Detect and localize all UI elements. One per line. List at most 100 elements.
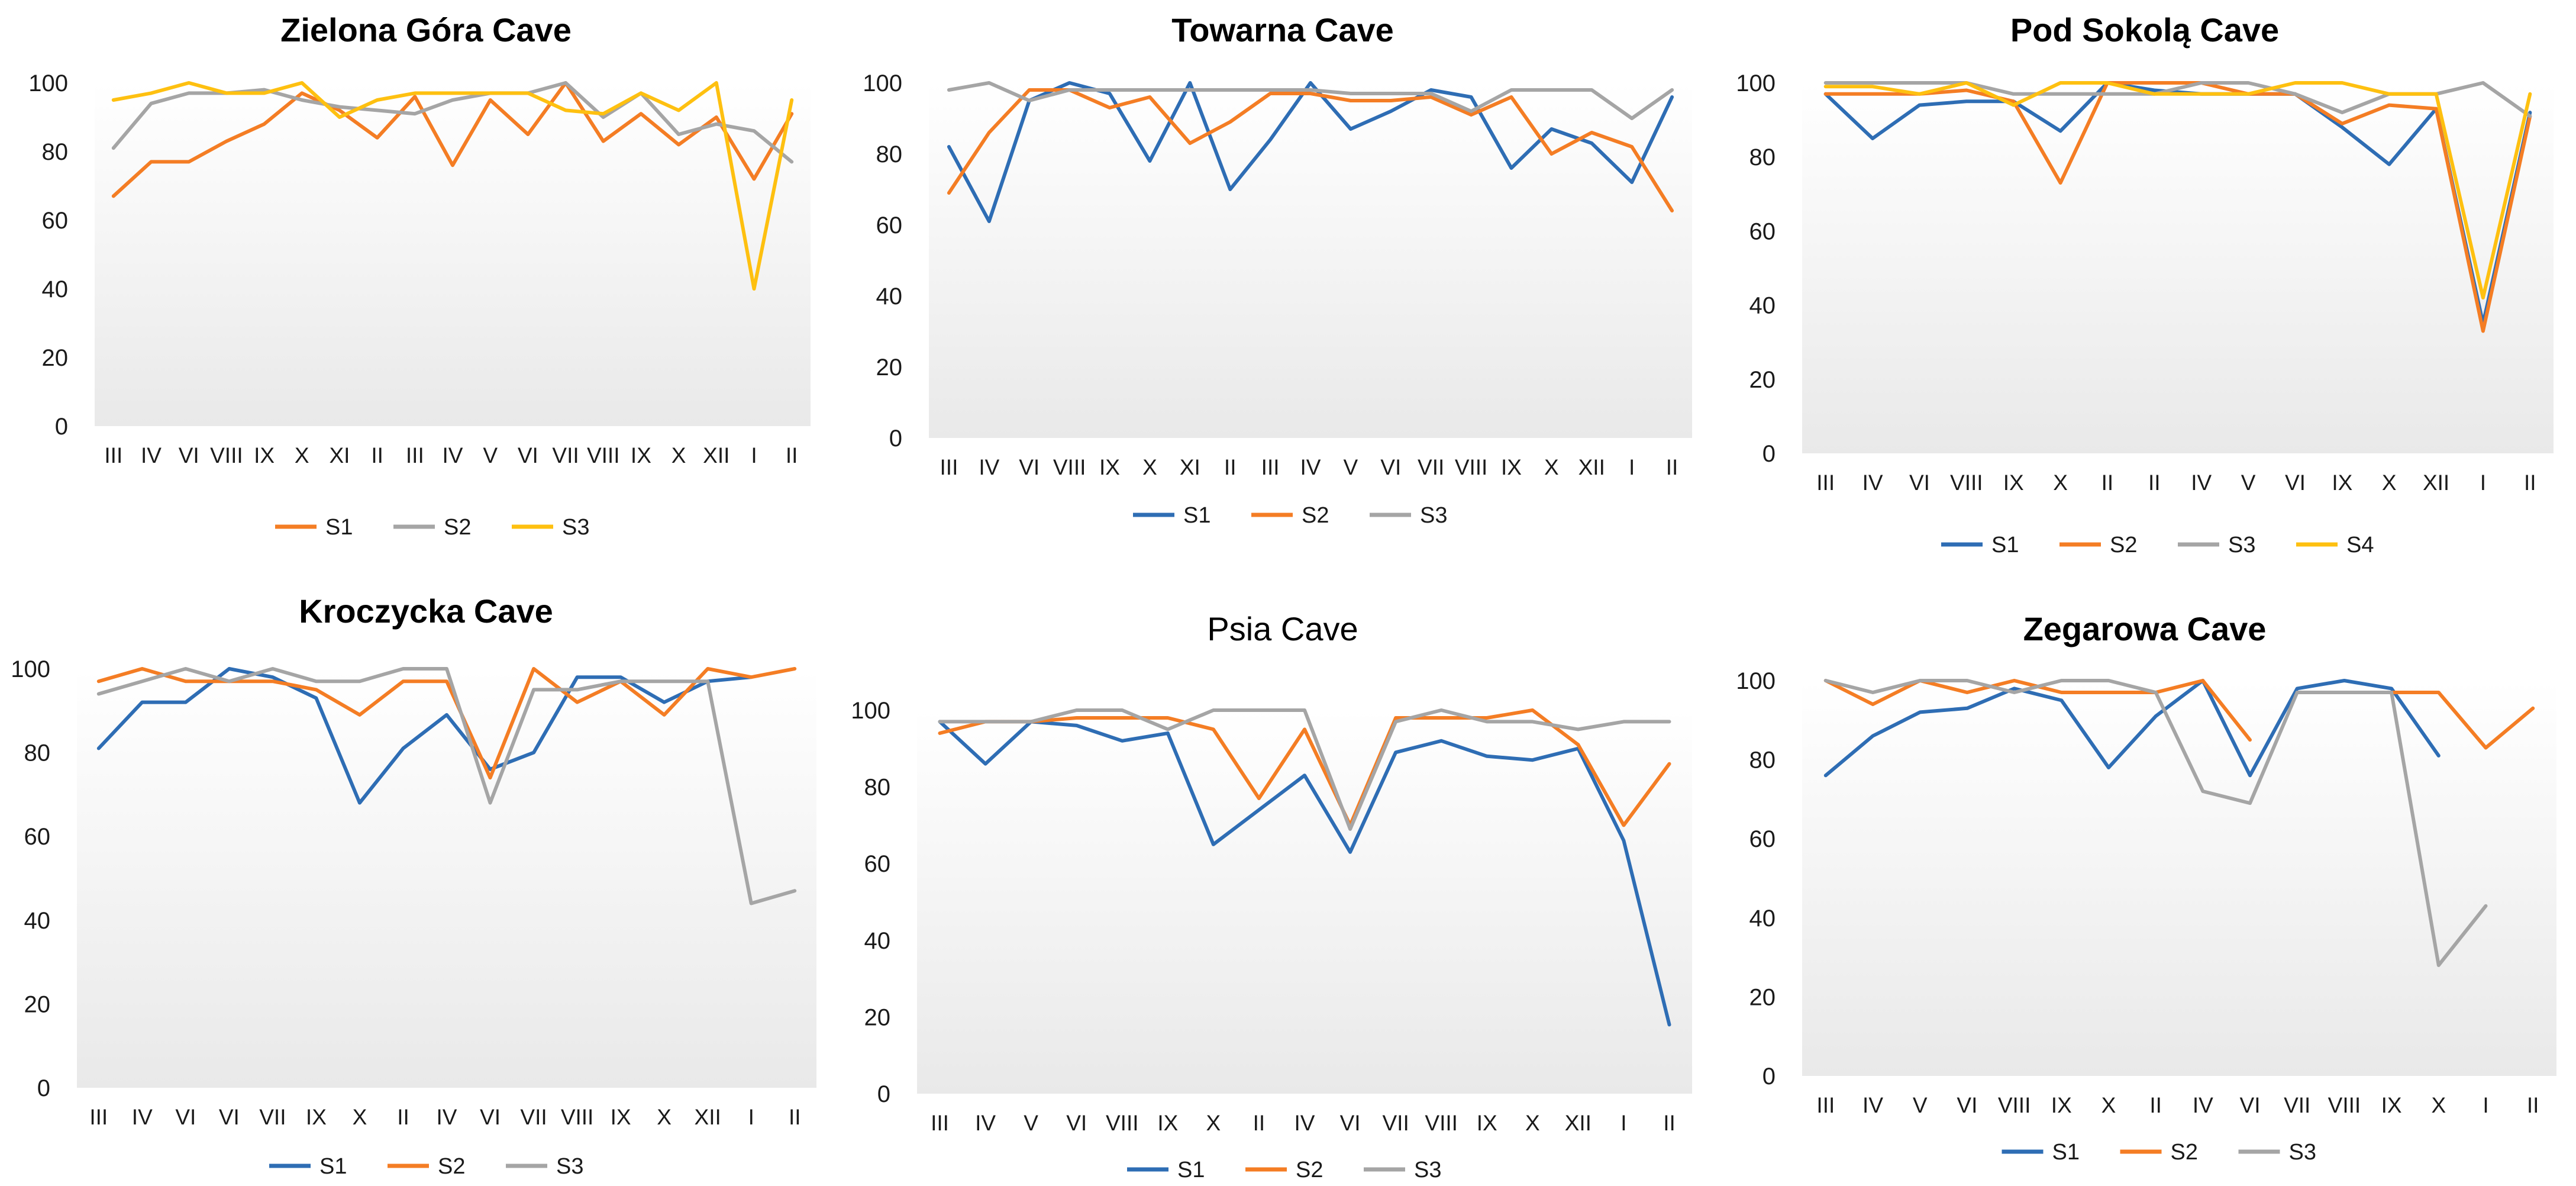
legend-label: S1: [319, 1154, 347, 1179]
x-tick-label: VIII: [1950, 470, 1983, 495]
x-tick-label: VII: [1418, 455, 1444, 479]
x-tick-label: IV: [437, 1105, 457, 1129]
x-tick-label: XII: [2423, 470, 2449, 495]
y-tick-label: 20: [42, 345, 69, 371]
x-tick-label: VI: [1380, 455, 1401, 479]
x-tick-label: II: [1224, 455, 1237, 479]
x-tick-label: IX: [2003, 470, 2024, 495]
y-tick-label: 20: [24, 991, 51, 1017]
x-tick-label: IX: [254, 443, 275, 468]
legend-label: S1: [325, 515, 353, 540]
x-tick-label: II: [2148, 470, 2161, 495]
chart-panel: Kroczycka Cave 0 20 40 60 80 100 III IV VI VI VII I…: [0, 586, 852, 1186]
x-tick-label: II: [789, 1105, 801, 1129]
y-tick-label: 40: [24, 908, 51, 934]
legend-label: S2: [2110, 533, 2137, 557]
x-tick-label: II: [2149, 1093, 2162, 1117]
x-tick-label: VII: [1382, 1111, 1409, 1135]
legend-label: S2: [438, 1154, 465, 1179]
x-tick-label: II: [786, 443, 798, 468]
x-tick-label: I: [751, 443, 757, 468]
x-tick-label: VI: [179, 443, 199, 468]
x-tick-label: VI: [2285, 470, 2306, 495]
x-tick-label: IX: [631, 443, 651, 468]
y-tick-label: 0: [1762, 1063, 1776, 1090]
legend-label: S3: [2228, 533, 2255, 557]
x-tick-label: V: [1024, 1111, 1038, 1135]
y-tick-label: 40: [42, 276, 69, 302]
x-tick-label: X: [1206, 1111, 1221, 1135]
y-tick-label: 40: [864, 928, 891, 954]
x-tick-label: IV: [1862, 470, 1883, 495]
legend-label: S3: [2289, 1140, 2316, 1165]
x-tick-label: II: [1253, 1111, 1266, 1135]
series-line-s3: [1823, 679, 2488, 967]
x-tick-label: VIII: [2328, 1093, 2361, 1117]
series-line-s1: [96, 667, 753, 805]
x-tick-label: III: [1816, 1093, 1835, 1117]
series-line-s2: [1823, 81, 2532, 333]
y-tick-label: 100: [28, 70, 68, 96]
x-tick-label: VIII: [210, 443, 243, 468]
y-tick-label: 20: [1749, 984, 1776, 1010]
chart-panel: Towarna Cave 0 20 40 60 80 100 III IV VI VIII IX X X…: [852, 0, 1713, 568]
x-tick-label: X: [2431, 1093, 2446, 1117]
x-tick-label: IX: [2332, 470, 2352, 495]
legend-label: S2: [444, 515, 471, 540]
x-tick-label: X: [1544, 455, 1559, 479]
legend-label: S3: [556, 1154, 583, 1179]
legend-label: S2: [1296, 1158, 1323, 1182]
x-tick-label: IV: [141, 443, 162, 468]
y-tick-label: 100: [1736, 70, 1776, 96]
x-tick-label: VI: [1019, 455, 1040, 479]
x-tick-label: X: [295, 443, 309, 468]
x-tick-label: I: [1629, 455, 1635, 479]
plot-area: [1802, 83, 2554, 453]
series-line-s4: [1823, 81, 2532, 300]
legend-label: S4: [2346, 533, 2374, 557]
x-tick-label: VI: [2240, 1093, 2261, 1117]
series-line-s2: [938, 708, 1671, 827]
x-tick-label: V: [2241, 470, 2256, 495]
y-tick-label: 80: [876, 141, 903, 167]
series-line-s2: [96, 667, 797, 780]
chart-title: Towarna Cave: [1171, 11, 1394, 49]
x-tick-label: X: [1142, 455, 1157, 479]
x-tick-label: IV: [979, 455, 999, 479]
legend-label: S1: [1183, 503, 1210, 528]
y-tick-label: 80: [24, 740, 51, 766]
x-tick-label: IV: [975, 1111, 996, 1135]
x-tick-label: IX: [1099, 455, 1120, 479]
x-tick-label: VI: [480, 1105, 501, 1129]
x-tick-label: II: [2524, 470, 2536, 495]
x-tick-label: X: [657, 1105, 672, 1129]
x-tick-label: IX: [2381, 1093, 2402, 1117]
x-tick-label: VII: [552, 443, 579, 468]
y-tick-label: 80: [1749, 144, 1776, 170]
y-tick-label: 60: [864, 851, 891, 877]
x-tick-label: X: [1525, 1111, 1540, 1135]
y-tick-label: 60: [42, 208, 69, 234]
x-tick-label: IX: [2051, 1093, 2072, 1117]
x-tick-label: X: [2102, 1093, 2116, 1117]
x-tick-label: X: [2053, 470, 2068, 495]
series-line-s1: [947, 81, 1674, 223]
series-line-s3: [96, 667, 797, 905]
x-tick-label: II: [2527, 1093, 2539, 1117]
series-line-s1: [1823, 679, 2441, 778]
chart-title: Kroczycka Cave: [299, 592, 553, 630]
legend-label: S2: [2171, 1140, 2198, 1165]
y-tick-label: 40: [1749, 293, 1776, 319]
y-tick-label: 60: [876, 212, 903, 239]
y-tick-label: 0: [1762, 441, 1776, 467]
legend-label: S1: [2052, 1140, 2080, 1165]
x-tick-label: XI: [1180, 455, 1200, 479]
chart-panel: Zielona Góra Cave 0 20 40 60 80 100 III IV VI VII…: [0, 0, 852, 568]
x-tick-label: VIII: [1455, 455, 1488, 479]
x-tick-label: V: [1344, 455, 1358, 479]
plot-area: [929, 83, 1692, 438]
chart-panel: Zegarowa Cave 0 20 40 60 80 100 III IV V VI VIII IX…: [1713, 586, 2576, 1186]
